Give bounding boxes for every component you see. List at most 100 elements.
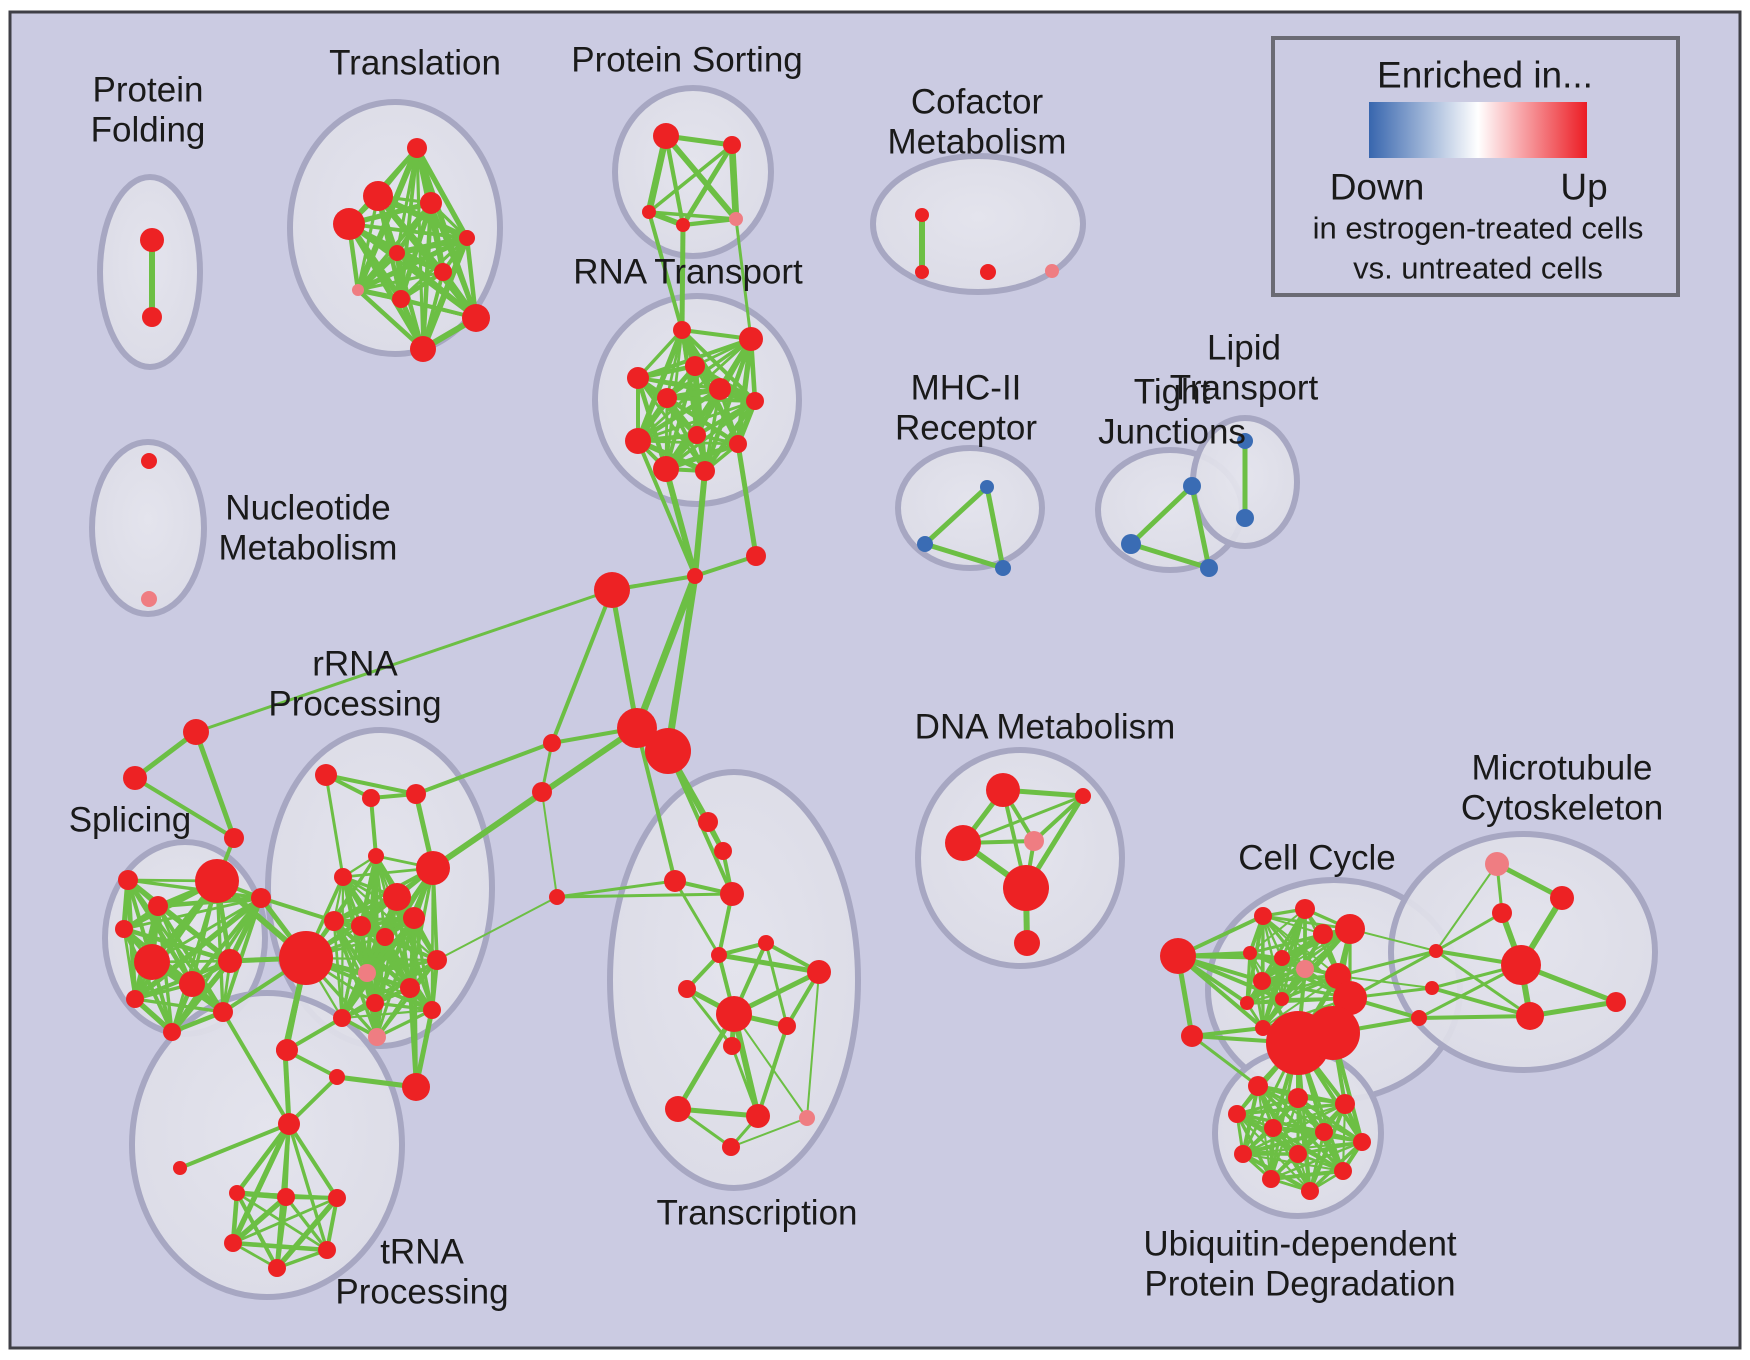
network-node [685,356,705,376]
network-node [653,123,679,149]
network-edge [756,1025,789,1117]
network-node [980,264,996,280]
network-edge [133,776,236,840]
network-node [334,868,352,886]
network-edge [122,927,225,1014]
network-edge [429,202,478,319]
network-node [729,212,743,226]
network-node [420,192,442,214]
network-node [1274,950,1290,966]
network-node [1501,945,1541,985]
network-edge [414,146,470,240]
network-edge [735,338,754,445]
legend-gradient-bar [1369,102,1587,158]
network-node [315,764,337,786]
network-edge [374,1001,433,1012]
network-node [807,960,831,984]
cluster-label-tight-junctions: Junctions [1098,413,1246,452]
network-node [980,480,994,494]
network-node [716,996,752,1032]
network-node [722,1138,740,1156]
cluster-label-protein-folding: Protein [93,71,204,110]
cluster-label-cell-cycle: Cell Cycle [1238,839,1396,878]
network-node [224,1234,242,1252]
network-edge [325,773,417,796]
network-node [625,428,651,454]
legend-subtitle-line2: vs. untreated cells [1353,251,1603,286]
network-edge [436,896,558,961]
network-node [1254,907,1272,925]
network-node [1075,788,1091,804]
network-node [723,1037,741,1055]
network-node [1181,1025,1203,1047]
network-node [1550,886,1574,910]
network-node [276,1041,294,1059]
network-node [427,950,447,970]
network-node [1306,1006,1360,1060]
network-node [1003,865,1049,911]
network-edge [1262,915,1324,935]
network-edge [665,396,740,446]
network-node [410,336,436,362]
network-node [1289,1145,1307,1163]
network-node [134,944,170,980]
network-node [1240,996,1254,1010]
network-edge [984,486,1006,569]
network-edge [556,892,733,899]
network-edge [134,997,224,1014]
network-node [543,734,561,752]
cluster-label-rrna-processing: Processing [268,685,441,724]
network-node [995,560,1011,576]
network-node [328,1189,346,1207]
network-node [1160,938,1196,974]
network-edge [287,1075,339,1126]
network-node [1264,1119,1282,1137]
network-node [224,828,244,848]
network-edge [677,1106,759,1119]
network-node [363,181,393,211]
network-node [383,883,411,911]
network-node [665,1096,691,1122]
network-node [406,784,426,804]
network-edge [730,1117,808,1148]
cluster-label-ubiquitin: Protein Degradation [1144,1265,1455,1304]
network-node [351,916,371,936]
network-edge [1176,954,1265,1030]
cluster-label-protein-sorting: Protein Sorting [571,41,803,80]
cluster-label-protein-folding: Folding [91,111,206,150]
network-edge [764,942,789,1027]
network-node [333,208,365,240]
network-edge [230,1122,292,1245]
network-edge [342,875,415,920]
network-node [695,461,715,481]
network-edge [421,271,445,350]
network-edge [666,396,756,403]
network-edge [282,1049,292,1125]
network-edge [675,1012,737,1111]
network-edge [122,928,137,1000]
network-node [173,1161,187,1175]
network-edge [692,470,708,577]
network-node [318,1241,336,1259]
network-edge [1242,1130,1325,1156]
network-node [251,888,271,908]
network-edge [395,896,434,1011]
network-edge [680,143,735,227]
network-node [213,1002,233,1022]
network-edge [694,554,757,578]
network-node [1315,1123,1333,1141]
network-node [423,1001,441,1019]
network-edge [637,376,756,403]
network-edge [123,926,231,964]
cluster-label-ubiquitin: Ubiquitin-dependent [1143,1225,1457,1264]
network-edge [232,1196,338,1245]
network-node [392,290,410,308]
network-node [746,392,764,410]
network-node [278,1113,300,1135]
network-node [945,825,981,861]
cluster-label-rrna-processing: rRNA [312,645,398,684]
network-edge [1495,861,1564,901]
network-node [462,304,490,332]
network-edge [156,904,225,1014]
